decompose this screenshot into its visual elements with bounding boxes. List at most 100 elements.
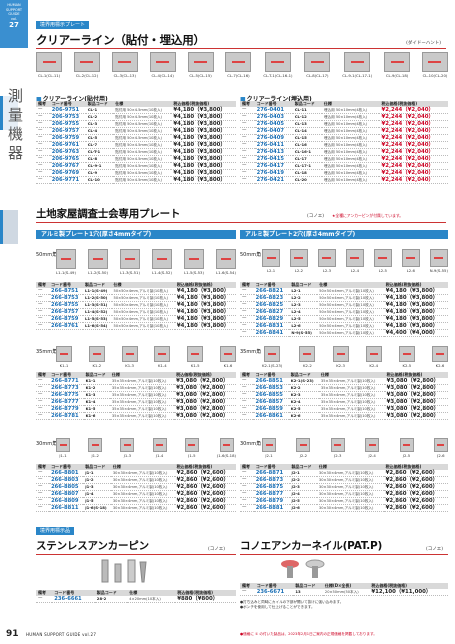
code-cell: 266-8801 — [49, 470, 84, 478]
product-code-cell: J1-2 — [83, 476, 111, 485]
plate-mark — [378, 257, 388, 259]
code-cell: 206-9755 — [49, 120, 86, 129]
plate-photo-row: J2-1 J2-2 J2-3 J2-4 J2-5 J2-6 — [262, 438, 448, 458]
code-cell: 266-8821 — [253, 288, 290, 296]
plate-photo-row: L2-1 L2-2 L2-3 L2-4 L2-5 L2-6 N-9(S-55) — [262, 249, 448, 273]
code-cell: 266-8879 — [253, 497, 290, 506]
plate-mark — [231, 61, 245, 63]
plate-mark — [189, 258, 199, 260]
product-photo: L1-5(S-53) — [184, 249, 204, 275]
table-row: —266-8807 J1-4 30×30×4mm,アルミ製(10枚入) ¥2,860（… — [36, 490, 236, 499]
plate-mark — [265, 444, 273, 446]
remarks-cell: — — [36, 384, 50, 393]
product-photo-label: CL-10(CL-20) — [422, 73, 448, 78]
code-cell: 276-0417 — [254, 162, 293, 171]
column-header: 仕様 — [111, 282, 175, 288]
column-header: 仕様 — [317, 282, 384, 288]
spec-cell: 50×50×4mm,アルミ製(10枚入) — [317, 288, 384, 296]
table-row: —206-9757 CL-4 貼付用 50×4.5mm(10枚入) ¥4,180（¥3… — [36, 127, 236, 136]
size-label-50: 50mm角 — [240, 252, 262, 258]
spec-cell: 35×35×4mm,アルミ製(10枚入) — [109, 378, 175, 386]
plate-maker: (コノエ) — [307, 214, 325, 219]
table-row: —206-9751 CL-1 貼付用 50×4.5mm(10枚入) ¥4,180（¥3… — [36, 107, 236, 115]
product-code-cell: CL-12 — [292, 113, 322, 122]
column-header: 税込価格(税抜価格) — [174, 464, 236, 470]
plate-1hole-bar: アルミ製プレート1穴(厚さ4mmタイプ) — [36, 230, 236, 239]
product-photo: K2-1(S-23) — [262, 346, 282, 368]
spec-cell: 埋込用 50×10mm(4枚入) — [321, 169, 380, 178]
code-cell: 266-8751 — [48, 288, 83, 296]
code-cell: 266-8809 — [49, 497, 84, 506]
product-code-cell: CL-9 — [85, 169, 114, 178]
plate-mark — [156, 61, 170, 63]
column-header: 製品コード — [288, 372, 319, 378]
product-code-cell: K2-6 — [288, 412, 319, 421]
plate-mark — [322, 257, 332, 259]
code-cell: 266-8855 — [253, 391, 289, 400]
remarks-cell: — — [240, 120, 255, 129]
product-code-cell: J2-6 — [289, 504, 317, 513]
price-cell: ¥3,080（¥2,800） — [384, 378, 448, 386]
anchor-pin-maker: (コノエ) — [208, 547, 226, 552]
plate-image — [365, 346, 382, 362]
plate-photo-row: K2-1(S-23) K2-2 K2-3 K2-4 K2-5 K2-6 — [262, 346, 448, 368]
plate-mark — [294, 257, 304, 259]
table-row: —266-8777 K1-4 35×35×4mm,アルミ製(10枚入) ¥3,080（… — [36, 398, 236, 407]
product-photo: CL-1(CL-11) — [36, 52, 62, 78]
plate-image — [56, 438, 70, 452]
spec-cell: 35×35×4mm,アルミ製(10枚入) — [109, 412, 175, 421]
product-photo: K2-2 — [299, 346, 316, 368]
remarks-cell: — — [240, 113, 255, 122]
plate-image — [296, 438, 311, 452]
product-photo: K1-1 — [56, 346, 72, 368]
price-cell: ¥2,244（¥2,040） — [379, 120, 448, 129]
product-code-cell: CL-1 — [85, 107, 114, 115]
price-cell: ¥4,180（¥3,800） — [174, 294, 236, 303]
product-code-cell: 13 — [293, 589, 323, 597]
column-header: 税込価格(税抜価格) — [379, 101, 448, 107]
table-row: —266-8803 J1-2 30×30×4mm,アルミ製(10枚入) ¥2,860（… — [36, 476, 236, 485]
product-code-cell: K1-3 — [83, 391, 110, 400]
table-row: —266-8879 J2-5 30×30×4mm,アルミ製(10枚入) ¥2,860（… — [240, 497, 448, 506]
remarks-cell: — — [36, 497, 50, 506]
price-cell: ¥4,180（¥3,800） — [383, 294, 448, 303]
product-photo-label: L2-3 — [322, 268, 332, 273]
plate-image — [317, 249, 336, 267]
plate-image — [384, 52, 411, 72]
clearline-paste-table: 備考 コード番号 製品コード 仕様 税込価格(税抜価格) —206-9751 CL-1 貼付用… — [36, 101, 236, 185]
spec-cell: 30×30×4mm,アルミ製(10枚入) — [316, 497, 384, 506]
column-header: 備考 — [36, 282, 49, 288]
spec-cell: 30×30×4mm,アルミ製(10枚入) — [316, 470, 384, 478]
table-row: —266-8871 J2-1 30×30×4mm,アルミ製(10枚入) ¥2,860（… — [240, 470, 448, 478]
product-photo-label: L2-4 — [350, 268, 360, 273]
remarks-cell: — — [240, 169, 255, 178]
spec-cell: 埋込用 50×10mm(4枚入) — [321, 113, 380, 122]
spec-cell: 50×50×4mm,アルミ製(10枚入) — [317, 315, 384, 324]
plate-image — [88, 249, 108, 269]
product-photo-label: CL-8(CL-17) — [306, 73, 329, 78]
product-code-cell: CL-18 — [292, 169, 322, 178]
product-photo: L2-1 — [262, 249, 280, 273]
price-cell: ¥2,860（¥2,600） — [174, 476, 236, 485]
product-photo-label: J1-6(S-18) — [217, 453, 236, 458]
product-code-cell: CL-9-1 — [85, 162, 114, 171]
product-code-cell: L2-6 — [289, 322, 318, 331]
plate-image — [365, 438, 380, 452]
spec-cell: 50×50×4mm,アルミ製(10枚入) — [317, 308, 384, 317]
plate-image — [262, 249, 280, 267]
product-code-cell: K1-5 — [83, 405, 110, 414]
product-code-cell: K2-2 — [288, 384, 319, 393]
clearline-photo-row: CL-1(CL-11) CL-2(CL-12) CL-3(CL-13) CL-4(CL… — [36, 52, 448, 78]
table-row: —266-8757 L1-4(S-52) 50×50×4mm,アルミ製(10枚入) ¥… — [36, 308, 236, 317]
subheading-embed: クリアーライン(埋込用) — [240, 94, 312, 103]
price-cell: ¥2,244（¥2,040） — [379, 107, 448, 115]
plate-photo-row: K1-1 K1-2 K1-3 K1-4 K1-5 K1-6 — [56, 346, 236, 368]
price-cell: ¥2,244（¥2,040） — [379, 155, 448, 164]
product-photo: CL-7(CL-16) — [225, 52, 252, 78]
plate-note: ★全種にアンカーピンが付属しています。 — [332, 213, 404, 218]
plate-image — [429, 249, 448, 267]
product-photo-label: L1-4(S-52) — [152, 270, 172, 275]
badge-line: vol. — [10, 16, 18, 21]
column-header: 仕様 — [321, 101, 380, 107]
product-photo-label: K1-2 — [92, 363, 102, 368]
